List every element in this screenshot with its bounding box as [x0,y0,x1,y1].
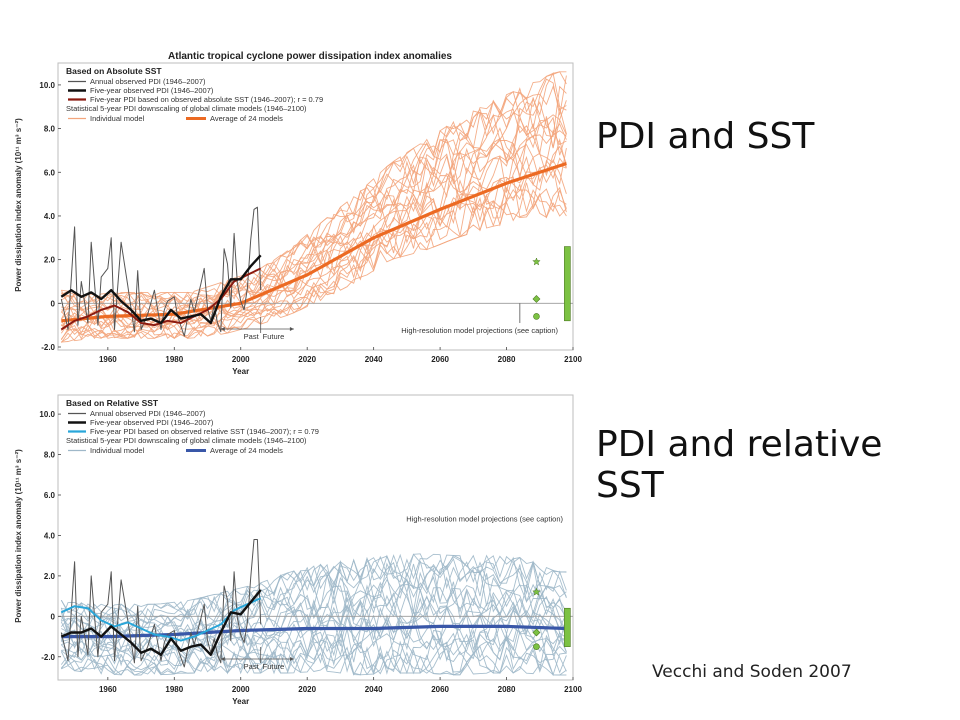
legend-entry-fit: Five-year PDI based on observed absolute… [90,95,323,104]
legend-downscale-header: Statistical 5-year PDI downscaling of gl… [66,104,307,113]
y-axis-label: Power dissipation index anomaly (10¹¹ m³… [14,449,23,623]
legend-entry-annual: Annual observed PDI (1946–2007) [90,409,206,418]
y-tick-label: -2.0 [41,343,55,352]
slide-heading-pdi-sst: PDI and SST [596,116,815,157]
individual-model-line [61,186,567,343]
annotation-highres: High-resolution model projections (see c… [406,514,563,523]
y-tick-label: 2.0 [44,572,56,581]
legend-panel-label: Based on Relative SST [66,398,159,408]
highres-marker-star [532,257,541,266]
individual-model-line [60,71,567,304]
citation-credit: Vecchi and Soden 2007 [652,662,852,682]
x-axis-label: Year [232,367,249,376]
x-tick-label: 2100 [564,685,582,694]
highres-range-bar [564,246,571,322]
slide-heading-pdi-relative-sst: PDI and relative SST [596,424,883,506]
annotation-past: Past [244,332,260,341]
x-tick-label: 2000 [232,355,250,364]
y-tick-label: 8.0 [44,451,56,460]
individual-model-line [60,155,567,331]
x-tick-label: 2060 [431,685,449,694]
annual-series-line [60,206,262,337]
x-tick-label: 2000 [232,685,250,694]
highres-marker-diamond [532,628,541,637]
legend-entry-individual: Individual model [90,446,145,455]
x-tick-label: 2060 [431,355,449,364]
panel-absolute-sst: -2.0 0 2.0 4.0 6.0 8.0 10.0 1960 1980 2000 2020 204… [14,62,582,376]
x-tick-label: 1960 [99,355,117,364]
x-tick-label: 1980 [165,685,183,694]
individual-model-line [61,85,567,308]
individual-model-line [60,591,567,651]
legend-entry-annual: Annual observed PDI (1946–2007) [90,77,206,86]
y-tick-label: 4.0 [44,212,56,221]
x-tick-label: 2040 [365,355,383,364]
individual-model-line [61,618,567,668]
highres-marker-circle [533,313,540,320]
x-tick-label: 2080 [498,685,516,694]
x-tick-label: 2020 [298,685,316,694]
x-tick-label: 1960 [99,685,117,694]
y-tick-label: 0 [51,299,56,308]
individual-model-line [61,97,567,312]
legend-entry-average: Average of 24 models [210,446,283,455]
individual-model-line [61,75,567,310]
x-tick-label: 1980 [165,355,183,364]
y-tick-label: 10.0 [39,410,55,419]
x-tick-label: 2020 [298,355,316,364]
highres-marker-star [532,587,541,596]
highres-range-bar [564,607,571,647]
individual-model-line [60,553,567,625]
annotation-future: Future [263,332,285,341]
x-tick-label: 2100 [564,355,582,364]
individual-model-line [60,635,567,676]
y-tick-label: 6.0 [44,491,56,500]
individual-model-line [60,553,567,622]
legend-entry-average: Average of 24 models [210,114,283,123]
individual-model-line [60,596,567,655]
five-year-series-line [60,254,262,325]
legend-entry-fit: Five-year PDI based on observed relative… [90,427,319,436]
legend-entry-five-year: Five-year observed PDI (1946–2007) [90,86,214,95]
individual-model-line [60,641,567,677]
legend-panel-label: Based on Absolute SST [66,66,162,76]
highres-marker-diamond [532,295,541,303]
individual-model-line [61,584,567,646]
individual-model-line [61,601,567,655]
pdi-figure: Atlantic tropical cyclone power dissipat… [14,51,582,706]
annotation-past: Past [244,662,260,671]
x-axis-label: Year [232,697,249,706]
legend-entry-five-year: Five-year observed PDI (1946–2007) [90,418,214,427]
individual-model-line [60,192,567,343]
average-series-line [61,161,567,323]
panel-relative-sst: -2.0 0 2.0 4.0 6.0 8.0 10.0 1960 1980 2000 2020 204… [14,394,582,706]
y-tick-label: 0 [51,612,56,621]
x-tick-label: 2080 [498,355,516,364]
individual-model-line [61,71,567,303]
five-year-series-line [60,589,262,656]
individual-model-line [61,553,567,615]
y-tick-label: 6.0 [44,168,56,177]
y-tick-label: 4.0 [44,531,56,540]
figure-title: Atlantic tropical cyclone power dissipat… [168,51,452,62]
plot-frame [57,62,574,351]
highres-marker-circle [533,643,540,650]
individual-model-line [61,85,567,314]
annotation-future: Future [263,662,285,671]
y-tick-label: 8.0 [44,125,56,134]
annotation-highres: High-resolution model projections (see c… [401,326,558,335]
legend-entry-individual: Individual model [90,114,145,123]
y-axis-label: Power dissipation index anomaly (10¹¹ m³… [14,118,23,292]
legend-downscale-header: Statistical 5-year PDI downscaling of gl… [66,436,307,445]
y-tick-label: 10.0 [39,81,55,90]
x-tick-label: 2040 [365,685,383,694]
y-tick-label: -2.0 [41,653,55,662]
y-tick-label: 2.0 [44,256,56,265]
individual-model-line [61,631,567,675]
